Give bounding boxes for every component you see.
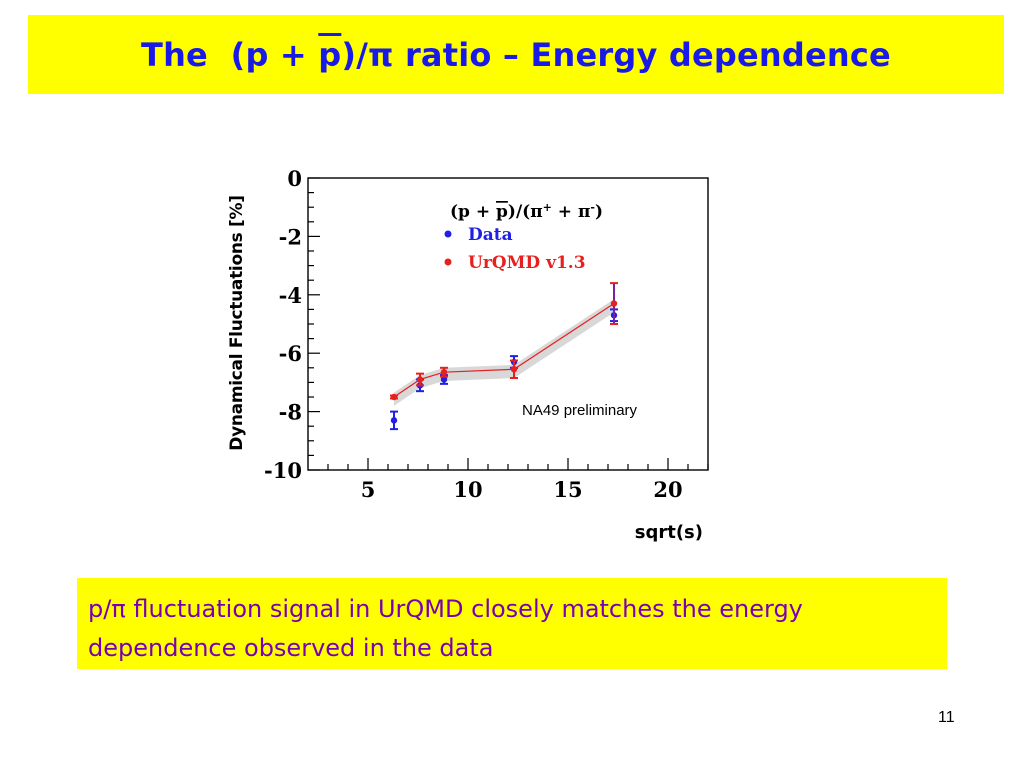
legend-title: (p + p)/(π+ + π-) (450, 201, 603, 223)
chart-svg: 0 -2 -4 -6 -8 -10 5 10 15 20 sqrt(s) Dynamical Fluc… (227, 166, 709, 543)
urqmd-point (390, 393, 398, 401)
chart-container: 0 -2 -4 -6 -8 -10 5 10 15 20 sqrt(s) Dynamical Fluc… (210, 160, 720, 550)
urqmd-point (440, 368, 448, 376)
x-tick-label: 5 (361, 477, 376, 502)
urqmd-point (416, 376, 424, 383)
page-number: 11 (938, 709, 955, 726)
chart-annotation: NA49 preliminary (522, 402, 638, 419)
summary-banner: p/π fluctuation signal in UrQMD closely … (77, 578, 947, 669)
legend-marker (444, 230, 452, 238)
legend-label: Data (468, 225, 513, 245)
legend-marker (444, 258, 452, 266)
x-tick-label: 10 (453, 477, 482, 502)
urqmd-point (610, 300, 618, 307)
urqmd-point (510, 366, 518, 373)
y-tick-label: -10 (264, 458, 302, 483)
data-point (390, 417, 398, 424)
y-tick-label: -2 (279, 224, 302, 249)
x-tick-label: 15 (553, 477, 582, 502)
urqmd-band (394, 299, 614, 406)
summary-text: p/π fluctuation signal in UrQMD closely … (88, 595, 803, 662)
y-axis-label: Dynamical Fluctuations [%] (227, 195, 247, 450)
y-tick-label: -8 (279, 400, 302, 425)
title-antiproton-overbar: p (318, 35, 342, 74)
x-axis-label: sqrt(s) (635, 522, 703, 543)
title-banner: The (p + p)/π ratio – Energy dependence (28, 15, 1004, 94)
y-tick-label: -4 (279, 283, 302, 308)
data-point (440, 376, 448, 383)
slide-title: The (p + p)/π ratio – Energy dependence (141, 35, 891, 74)
x-tick-label: 20 (653, 477, 682, 502)
legend-label: UrQMD v1.3 (468, 253, 586, 273)
y-tick-label: -6 (279, 341, 302, 366)
y-tick-label: 0 (287, 166, 302, 191)
